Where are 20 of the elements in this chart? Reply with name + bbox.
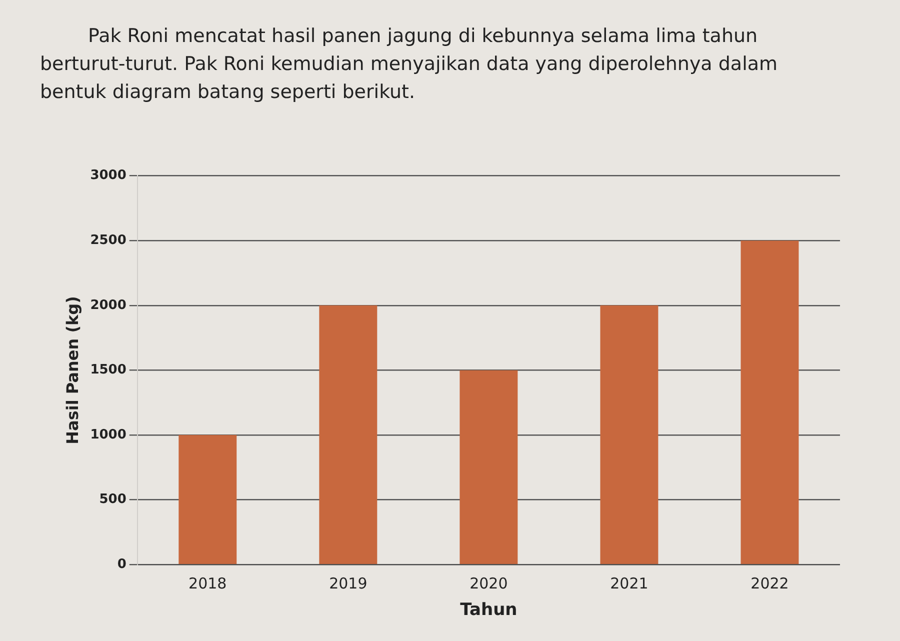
x-tick-label: 2021 [610,574,648,592]
y-tick-label: 500 [99,492,126,508]
y-tick-label: 1500 [90,362,126,378]
y-tick-label: 2000 [90,298,126,313]
x-tick-label: 2022 [750,574,789,592]
x-tick-label: 2019 [329,574,368,592]
y-tick-label: 2500 [90,232,126,248]
chart-title: Pak Roni mencatat hasil panen jagung di kebunnya selama lima tahun berturut-turut. Pak Roni kemudian menyajikan data yang diperolehnya dalam bentuk diagram batang seperti berikut. [40,24,779,105]
y-tick-label: 0 [117,556,126,572]
bar [319,305,378,564]
bar [178,435,237,564]
bar [600,305,658,564]
y-axis-title: Hasil Panen (kg) [62,296,82,444]
y-tick-label: 3000 [90,168,126,184]
bar [460,370,518,564]
x-axis-title: Tahun [460,600,518,620]
y-tick-label: 1000 [90,427,126,442]
bar [740,240,799,564]
x-tick-label: 2020 [470,574,508,592]
x-tick-label: 2018 [188,574,227,592]
